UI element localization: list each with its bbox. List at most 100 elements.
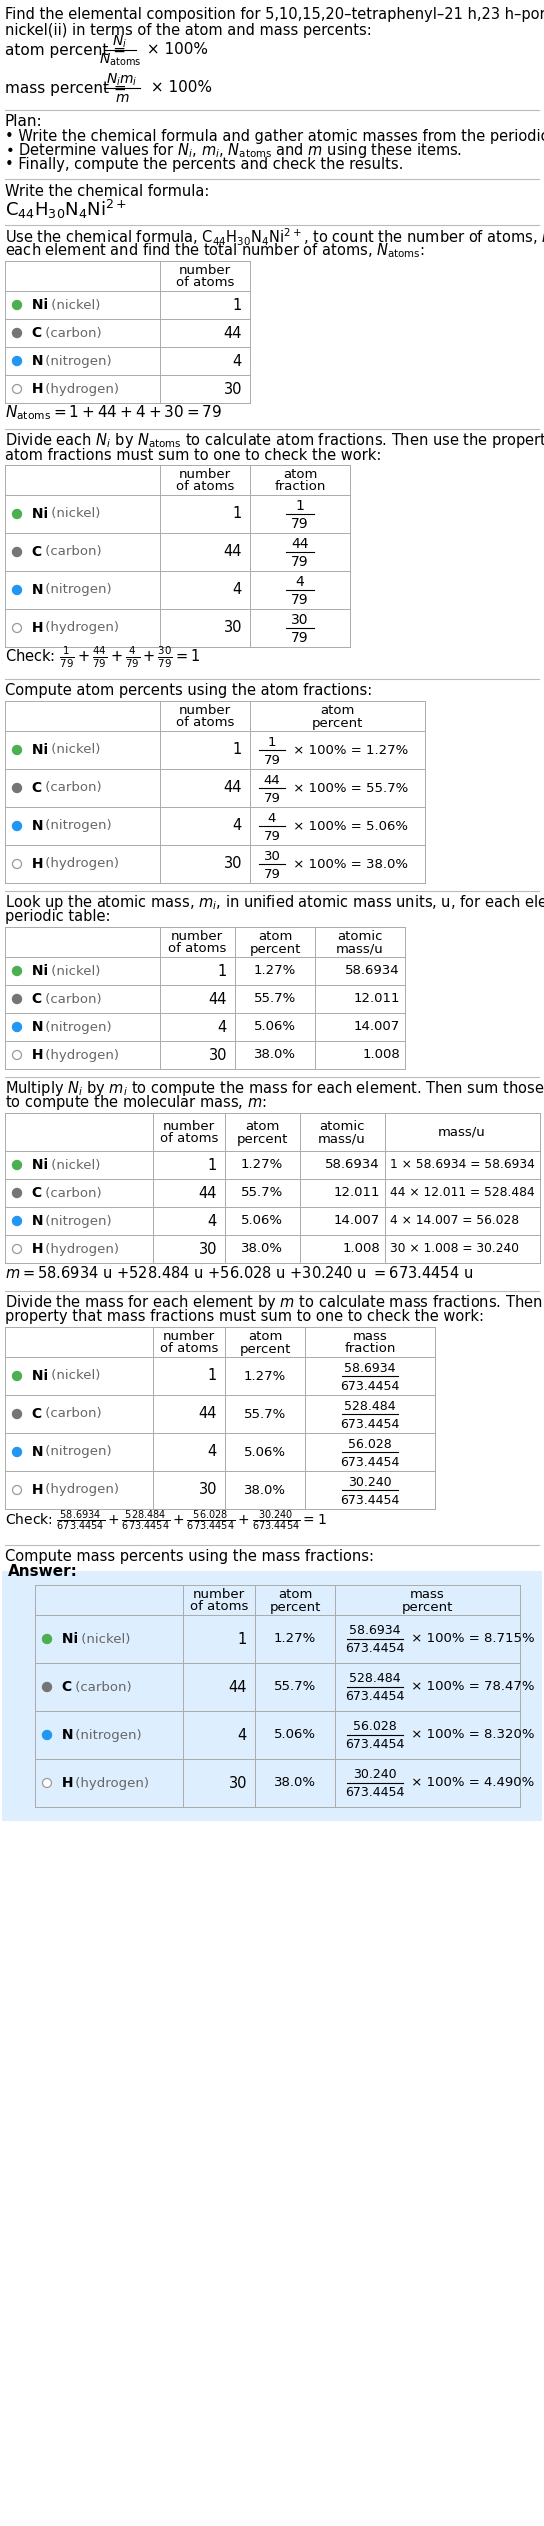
Text: C: C [27, 781, 42, 796]
Text: H: H [27, 381, 44, 397]
Text: percent: percent [239, 1341, 290, 1356]
Text: 30.240: 30.240 [348, 1475, 392, 1488]
Text: mass/u: mass/u [318, 1132, 366, 1144]
Text: (carbon): (carbon) [41, 326, 102, 338]
Text: of atoms: of atoms [176, 480, 234, 493]
Text: Multiply $N_i$ by $m_i$ to compute the mass for each element. Then sum those val: Multiply $N_i$ by $m_i$ to compute the m… [5, 1079, 544, 1099]
Text: × 100% = 5.06%: × 100% = 5.06% [289, 818, 408, 834]
Text: (nitrogen): (nitrogen) [41, 1445, 112, 1458]
Text: × 100%: × 100% [146, 81, 212, 96]
Text: each element and find the total number of atoms, $N_\mathrm{atoms}$:: each element and find the total number o… [5, 242, 425, 260]
Text: Ni: Ni [27, 743, 48, 758]
Text: 673.4454: 673.4454 [345, 1786, 405, 1799]
Text: atom fractions must sum to one to check the work:: atom fractions must sum to one to check … [5, 447, 381, 462]
Text: to compute the molecular mass, $m$:: to compute the molecular mass, $m$: [5, 1094, 267, 1111]
Text: of atoms: of atoms [160, 1341, 218, 1356]
Text: 58.6934: 58.6934 [344, 1362, 395, 1374]
Circle shape [13, 1051, 22, 1058]
Text: (nitrogen): (nitrogen) [41, 1021, 112, 1033]
Text: Compute mass percents using the mass fractions:: Compute mass percents using the mass fra… [5, 1548, 374, 1564]
Text: × 100% = 55.7%: × 100% = 55.7% [289, 781, 408, 796]
Text: number: number [179, 705, 231, 717]
Text: 4: 4 [233, 354, 242, 369]
Text: (hydrogen): (hydrogen) [41, 1048, 119, 1061]
Text: 14.007: 14.007 [334, 1215, 380, 1228]
Text: $m$: $m$ [115, 91, 129, 106]
Text: Compute atom percents using the atom fractions:: Compute atom percents using the atom fra… [5, 685, 372, 700]
Text: 673.4454: 673.4454 [341, 1455, 400, 1468]
Text: 12.011: 12.011 [354, 993, 400, 1005]
Text: 44: 44 [224, 546, 242, 558]
Text: 55.7%: 55.7% [254, 993, 296, 1005]
Text: atomic: atomic [337, 930, 383, 945]
Text: 1: 1 [233, 743, 242, 758]
Text: 1: 1 [295, 500, 305, 513]
Text: atom: atom [248, 1331, 282, 1344]
Text: mass: mass [410, 1589, 444, 1601]
Text: 4: 4 [233, 818, 242, 834]
Text: 1: 1 [238, 1632, 247, 1647]
Circle shape [13, 1190, 22, 1197]
Text: 5.06%: 5.06% [244, 1445, 286, 1458]
Text: × 100% = 8.715%: × 100% = 8.715% [407, 1632, 535, 1644]
Text: Ni: Ni [27, 298, 48, 313]
Text: 30: 30 [291, 614, 309, 626]
Text: 79: 79 [291, 632, 309, 644]
Text: 5.06%: 5.06% [274, 1728, 316, 1740]
Text: (nitrogen): (nitrogen) [41, 354, 112, 366]
Circle shape [13, 967, 22, 975]
Text: Divide the mass for each element by $m$ to calculate mass fractions. Then use th: Divide the mass for each element by $m$ … [5, 1293, 544, 1314]
Circle shape [13, 821, 22, 831]
Text: $N_i$: $N_i$ [113, 33, 127, 51]
Text: 30: 30 [208, 1048, 227, 1063]
Text: Answer:: Answer: [8, 1564, 78, 1579]
Text: (hydrogen): (hydrogen) [41, 381, 119, 397]
Text: 30: 30 [228, 1776, 247, 1791]
Text: 44: 44 [228, 1680, 247, 1695]
Text: 5.06%: 5.06% [254, 1021, 296, 1033]
Text: 58.6934: 58.6934 [325, 1159, 380, 1172]
Text: 79: 79 [291, 556, 309, 568]
Circle shape [13, 1245, 22, 1253]
Text: 528.484: 528.484 [349, 1672, 401, 1685]
Text: 4 × 14.007 = 56.028: 4 × 14.007 = 56.028 [390, 1215, 519, 1228]
Circle shape [42, 1682, 52, 1692]
Text: 4: 4 [238, 1728, 247, 1743]
Text: $\mathrm{C_{44}H_{30}N_4Ni^{2+}}$: $\mathrm{C_{44}H_{30}N_4Ni^{2+}}$ [5, 197, 127, 220]
Text: Ni: Ni [27, 1157, 48, 1172]
Text: percent: percent [236, 1132, 288, 1144]
Text: 58.6934: 58.6934 [345, 965, 400, 978]
Text: × 100% = 38.0%: × 100% = 38.0% [289, 856, 408, 871]
Text: 1.008: 1.008 [342, 1243, 380, 1255]
Text: 1: 1 [218, 962, 227, 978]
Text: 38.0%: 38.0% [254, 1048, 296, 1061]
Circle shape [13, 1485, 22, 1495]
Circle shape [13, 328, 22, 338]
Text: (nickel): (nickel) [47, 1159, 101, 1172]
Text: × 100% = 78.47%: × 100% = 78.47% [407, 1680, 535, 1692]
Text: Ni: Ni [27, 508, 48, 520]
Text: 58.6934: 58.6934 [349, 1624, 401, 1637]
Circle shape [13, 859, 22, 869]
Text: mass: mass [353, 1331, 387, 1344]
Circle shape [13, 995, 22, 1003]
Text: 1: 1 [268, 735, 276, 748]
Text: (carbon): (carbon) [41, 993, 102, 1005]
Text: 56.028: 56.028 [353, 1720, 397, 1733]
Text: 79: 79 [291, 594, 309, 606]
Text: atom: atom [320, 705, 354, 717]
Text: Check: $\frac{58.6934}{673.4454} + \frac{528.484}{673.4454} + \frac{56.028}{673.: Check: $\frac{58.6934}{673.4454} + \frac… [5, 1508, 327, 1533]
Text: 55.7%: 55.7% [244, 1407, 286, 1420]
Text: N: N [27, 354, 44, 369]
Text: 1.27%: 1.27% [244, 1369, 286, 1382]
Text: (carbon): (carbon) [71, 1680, 132, 1692]
Text: 1: 1 [208, 1157, 217, 1172]
Text: × 100% = 8.320%: × 100% = 8.320% [407, 1728, 535, 1740]
Text: periodic table:: periodic table: [5, 909, 110, 925]
Text: atomic: atomic [319, 1122, 364, 1134]
Text: 4: 4 [208, 1445, 217, 1460]
Text: 30: 30 [199, 1240, 217, 1255]
Text: number: number [179, 265, 231, 278]
Text: 673.4454: 673.4454 [341, 1379, 400, 1392]
Text: number: number [163, 1331, 215, 1344]
